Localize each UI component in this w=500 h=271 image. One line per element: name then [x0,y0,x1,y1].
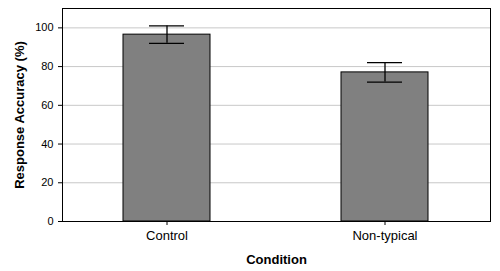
svg-text:Response Accuracy (%): Response Accuracy (%) [12,41,27,189]
svg-text:20: 20 [41,176,53,188]
svg-text:Control: Control [146,228,188,243]
svg-text:100: 100 [35,21,53,33]
svg-text:80: 80 [41,60,53,72]
svg-text:40: 40 [41,138,53,150]
svg-text:60: 60 [41,99,53,111]
svg-text:Condition: Condition [246,252,307,267]
svg-text:Non-typical: Non-typical [352,228,417,243]
svg-text:0: 0 [47,215,53,227]
